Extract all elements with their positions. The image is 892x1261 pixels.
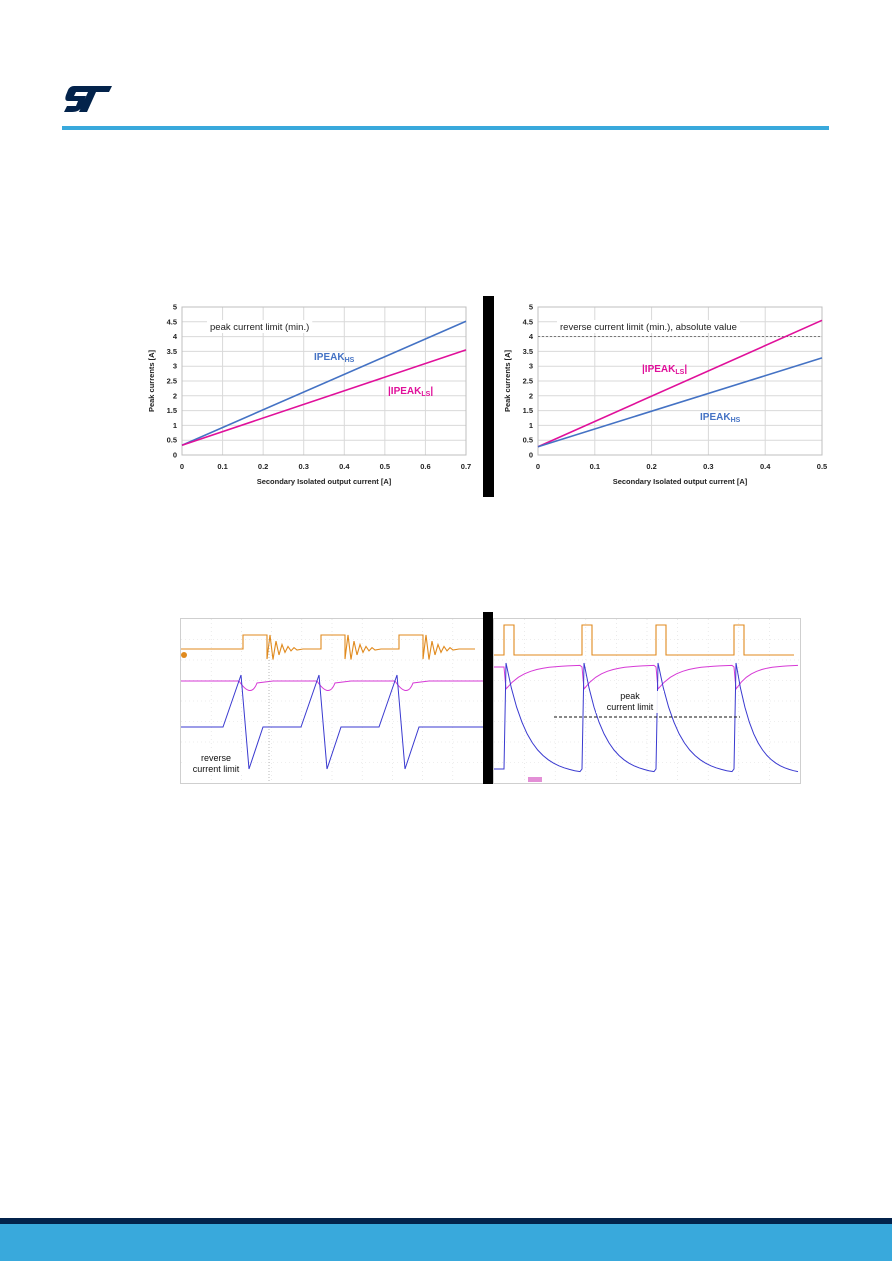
- series-label: IPEAKHS: [700, 412, 741, 424]
- y-tick-label: 1: [173, 421, 177, 430]
- y-tick-label: 0: [529, 451, 533, 460]
- label-line: current limit: [192, 764, 240, 774]
- y-axis-title: Peak currents [A]: [147, 349, 156, 412]
- scope-divider: [483, 612, 493, 784]
- y-tick-label: 4.5: [167, 317, 177, 326]
- label-line: peak: [620, 691, 640, 701]
- reverse-current-chart: 0 0.1 0.2 0.3 0.4 0.5 0 0.5 1 1.5 2 2.5 3 3.5 4 4.5 5 |IP…: [503, 303, 827, 487]
- x-tick-label: 0.1: [590, 462, 600, 471]
- series-line: [181, 349, 467, 446]
- x-tick-label: 0.2: [646, 462, 656, 471]
- y-tick-label: 3: [173, 362, 177, 371]
- series-line: [537, 319, 823, 448]
- x-tick-label: 0: [180, 462, 184, 471]
- y-tick-label: 5: [173, 303, 177, 312]
- channel-marker: [181, 652, 187, 658]
- st-logo-icon: [64, 86, 112, 112]
- y-tick-label: 3: [529, 362, 533, 371]
- scope-capture-reverse: reverse current limit: [180, 618, 484, 784]
- y-tick-label: 1: [529, 421, 533, 430]
- x-tick-label: 0.7: [461, 462, 471, 471]
- footer-bar-dark: [0, 1218, 892, 1224]
- switch-node-trace: [181, 634, 475, 660]
- y-tick-label: 4.5: [523, 317, 533, 326]
- voltage-trace: [181, 680, 483, 691]
- annotation-bg: [557, 320, 740, 333]
- chart-annotation: reverse current limit (min.), absolute v…: [560, 322, 737, 333]
- y-tick-label: 0: [173, 451, 177, 460]
- annotation-bg: [207, 320, 313, 333]
- y-tick-label: 2: [173, 391, 177, 400]
- y-tick-label: 4: [173, 332, 178, 341]
- scope-capture-peak: peak current limit: [493, 618, 801, 784]
- x-tick-label: 0.5: [817, 462, 827, 471]
- series-line: [537, 357, 823, 448]
- x-tick-label: 0.2: [258, 462, 268, 471]
- series-label: IPEAKHS: [314, 352, 355, 364]
- x-tick-label: 0.5: [380, 462, 390, 471]
- plot-area: [537, 306, 823, 456]
- peak-current-limit-label: peak current limit: [596, 691, 664, 713]
- reverse-current-limit-label: reverse current limit: [185, 753, 247, 775]
- channel-marker: [528, 777, 542, 782]
- x-axis-title: Secondary Isolated output current [A]: [257, 477, 392, 486]
- label-line: reverse: [200, 753, 231, 763]
- y-tick-label: 5: [529, 303, 533, 312]
- current-trace: [181, 674, 483, 770]
- x-tick-label: 0.4: [760, 462, 771, 471]
- footer-bar: [0, 1224, 892, 1261]
- x-tick-label: 0.1: [217, 462, 227, 471]
- chart-annotation: peak current limit (min.): [210, 322, 309, 333]
- x-tick-label: 0: [536, 462, 540, 471]
- x-axis-title: Secondary Isolated output current [A]: [613, 477, 748, 486]
- y-tick-label: 2.5: [523, 377, 533, 386]
- y-tick-label: 2: [529, 391, 533, 400]
- y-axis-title: Peak currents [A]: [503, 349, 512, 412]
- current-trace: [494, 662, 799, 773]
- x-tick-label: 0.6: [420, 462, 430, 471]
- y-tick-label: 0.5: [523, 436, 533, 445]
- y-tick-label: 2.5: [167, 377, 177, 386]
- y-tick-label: 1.5: [167, 406, 177, 415]
- header-rule: [62, 126, 829, 130]
- switch-node-trace: [494, 624, 794, 656]
- x-tick-label: 0.4: [339, 462, 350, 471]
- label-line: current limit: [606, 702, 654, 712]
- y-tick-label: 0.5: [167, 436, 177, 445]
- y-tick-label: 1.5: [523, 406, 533, 415]
- y-tick-label: 4: [529, 332, 534, 341]
- y-tick-label: 3.5: [523, 347, 533, 356]
- series-label: |IPEAKLS|: [642, 364, 687, 376]
- peak-current-chart: 0 0.1 0.2 0.3 0.4 0.5 0.6 0.7 0 0.5 1 1.5 2 2.5 3 3.5 4 4…: [147, 303, 471, 487]
- series-label: |IPEAKLS|: [388, 386, 433, 398]
- chart-divider: [483, 296, 494, 497]
- x-tick-label: 0.3: [298, 462, 308, 471]
- plot-area: [181, 306, 467, 456]
- y-tick-label: 3.5: [167, 347, 177, 356]
- series-line: [181, 320, 467, 446]
- x-tick-label: 0.3: [703, 462, 713, 471]
- voltage-trace: [494, 664, 799, 691]
